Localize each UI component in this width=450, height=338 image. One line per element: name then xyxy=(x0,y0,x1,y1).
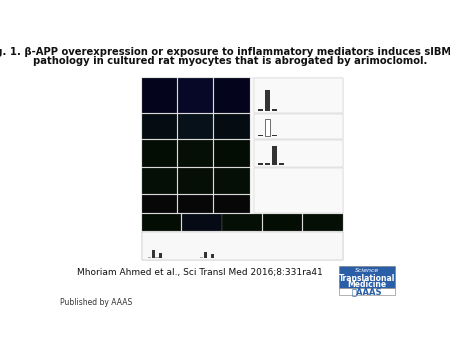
Bar xyxy=(142,195,177,213)
Bar xyxy=(214,78,250,113)
Bar xyxy=(254,114,342,139)
Bar xyxy=(265,163,270,165)
Bar xyxy=(214,195,250,213)
Bar xyxy=(152,250,155,259)
Bar xyxy=(258,109,263,111)
Bar xyxy=(254,140,342,167)
Bar xyxy=(265,119,270,136)
Bar xyxy=(142,140,177,167)
Text: Translational: Translational xyxy=(339,274,395,283)
Bar xyxy=(142,168,177,194)
Bar xyxy=(141,77,343,260)
Bar xyxy=(182,214,222,231)
Bar xyxy=(258,135,263,136)
Bar xyxy=(254,168,342,213)
Bar xyxy=(148,257,151,259)
Bar xyxy=(214,140,250,167)
Bar xyxy=(207,258,211,259)
Bar xyxy=(142,114,177,139)
Text: pathology in cultured rat myocytes that is abrogated by arimoclomol.: pathology in cultured rat myocytes that … xyxy=(33,56,428,66)
Bar xyxy=(211,254,214,259)
Bar xyxy=(263,214,302,231)
Bar xyxy=(178,78,213,113)
Bar xyxy=(303,214,342,231)
Text: Science: Science xyxy=(355,268,379,273)
Bar xyxy=(279,163,284,165)
Text: Fig. 1. β-APP overexpression or exposure to inflammatory mediators induces sIBM-: Fig. 1. β-APP overexpression or exposure… xyxy=(0,47,450,57)
Bar xyxy=(214,168,250,194)
Bar xyxy=(215,258,218,259)
Bar xyxy=(214,114,250,139)
Bar xyxy=(254,78,342,113)
Bar xyxy=(265,90,270,111)
Text: Published by AAAS: Published by AAAS xyxy=(60,298,132,307)
Bar xyxy=(272,109,277,111)
Bar xyxy=(142,232,342,260)
Bar xyxy=(159,253,162,259)
Bar xyxy=(178,168,213,194)
Bar xyxy=(178,114,213,139)
Bar xyxy=(142,214,181,231)
Bar xyxy=(203,252,207,259)
Bar xyxy=(222,214,262,231)
Bar xyxy=(178,140,213,167)
Bar xyxy=(339,288,395,295)
Bar xyxy=(272,135,277,136)
Bar xyxy=(272,146,277,165)
Bar xyxy=(178,195,213,213)
Bar xyxy=(142,78,177,113)
Text: Mhoriam Ahmed et al., Sci Transl Med 2016;8:331ra41: Mhoriam Ahmed et al., Sci Transl Med 201… xyxy=(77,268,323,277)
Text: ⓂAAAS: ⓂAAAS xyxy=(352,287,382,296)
Bar xyxy=(163,258,166,259)
Bar xyxy=(200,257,202,259)
Bar xyxy=(339,266,395,288)
Bar xyxy=(155,257,158,259)
Text: Medicine: Medicine xyxy=(347,280,387,289)
Bar xyxy=(258,163,263,165)
